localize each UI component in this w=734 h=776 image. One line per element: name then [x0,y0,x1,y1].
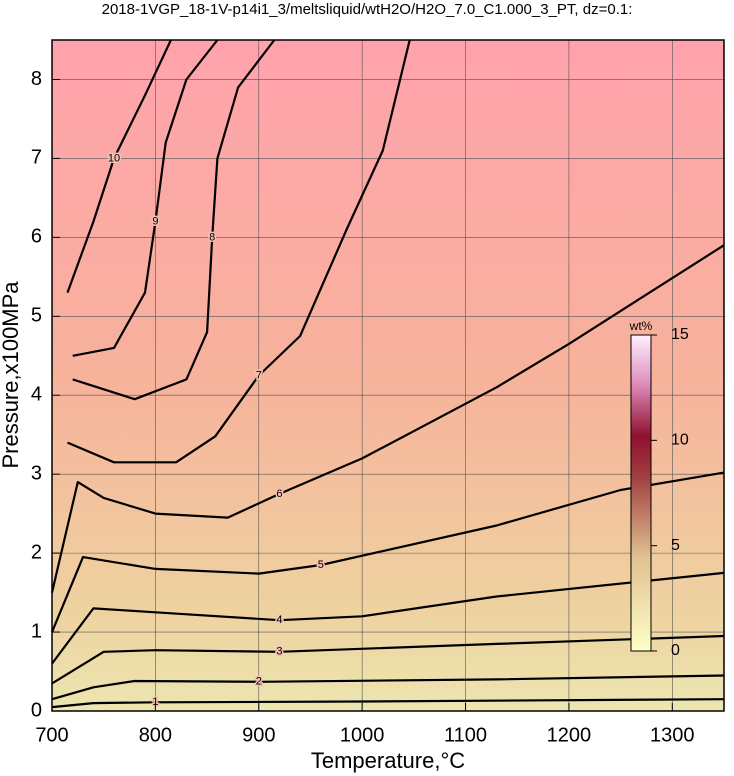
contour-line [51,634,725,685]
x-axis-label: Temperature,°C [311,748,465,773]
x-tick-label: 700 [35,724,68,746]
y-tick-label: 6 [31,226,42,248]
colorbar-label: wt% [629,319,653,333]
contour-line [72,39,219,357]
contour-line [51,674,725,701]
y-axis-label: Pressure,x100MPa [0,281,23,469]
y-tick-label: 7 [31,147,42,169]
y-tick-label: 0 [31,699,42,721]
contour-label: 8 [209,231,215,243]
x-tick-label: 900 [242,724,275,746]
contour-label: 2 [256,676,262,688]
colorbar [630,334,652,652]
x-tick-label: 1000 [340,724,385,746]
y-tick-label: 5 [31,305,42,327]
plot-frame [51,39,725,712]
x-tick-label: 800 [139,724,172,746]
x-tick-label: 1200 [547,724,592,746]
y-tick-label: 8 [31,68,42,90]
contour-line [67,39,411,464]
contour-label: 4 [276,614,282,626]
colorbar-tick-label: 15 [671,326,689,343]
contour-label: 1 [152,696,158,708]
contour-label: 6 [276,488,282,500]
x-tick-label: 1300 [650,724,695,746]
contour-line [66,39,172,293]
contour-line [50,244,725,593]
contour-label: 3 [276,646,282,658]
contour-label: 10 [108,152,120,164]
contour-line [51,571,725,665]
y-tick-label: 3 [31,462,42,484]
contour-label: 5 [318,559,324,571]
contour-line [51,698,725,709]
colorbar-tick-label: 0 [671,642,680,659]
y-tick-label: 2 [31,541,42,563]
contour-line [50,471,725,633]
contour-label: 9 [152,215,158,227]
contour-line [72,39,276,401]
colorbar-tick-label: 5 [671,537,680,554]
plot-background [52,40,724,711]
contour-label: 7 [256,369,262,381]
chart-title: 2018-1VGP_18-1V-p14i1_3/meltsliquid/wtH2… [102,1,633,18]
y-tick-label: 4 [31,384,42,406]
y-tick-label: 1 [31,620,42,642]
x-tick-label: 1100 [444,724,487,746]
colorbar-tick-label: 10 [671,432,689,449]
